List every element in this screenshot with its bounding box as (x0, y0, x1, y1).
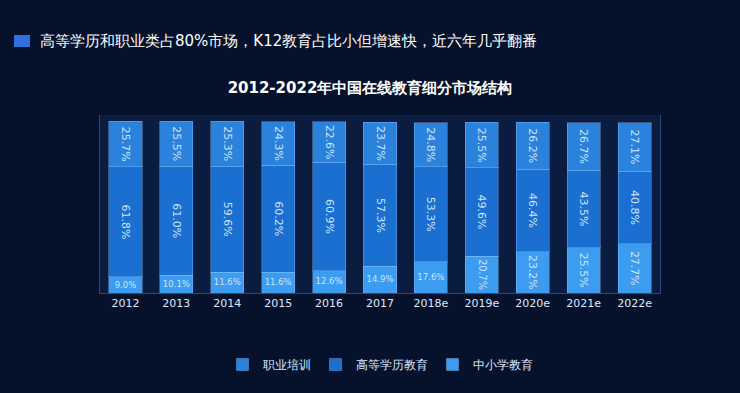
svg-text:61.8%: 61.8% (119, 205, 132, 240)
svg-text:60.9%: 60.9% (323, 199, 336, 234)
svg-text:2018e: 2018e (414, 297, 449, 310)
svg-text:26.2%: 26.2% (526, 128, 539, 163)
svg-text:高等学历教育: 高等学历教育 (356, 358, 428, 372)
svg-text:27.1%: 27.1% (628, 129, 641, 164)
svg-text:43.5%: 43.5% (577, 191, 590, 226)
svg-text:2013: 2013 (162, 297, 190, 310)
svg-text:2017: 2017 (366, 297, 394, 310)
svg-text:60.2%: 60.2% (272, 201, 285, 236)
svg-text:23.2%: 23.2% (526, 255, 539, 290)
svg-text:24.8%: 24.8% (424, 127, 437, 162)
svg-text:2020e: 2020e (515, 297, 550, 310)
svg-text:23.7%: 23.7% (374, 126, 387, 161)
svg-text:高等学历和职业类占80%市场，K12教育占比小但增速快，近六: 高等学历和职业类占80%市场，K12教育占比小但增速快，近六年几乎翻番 (40, 32, 537, 50)
svg-text:25.5%: 25.5% (475, 128, 488, 163)
svg-text:2016: 2016 (315, 297, 343, 310)
svg-text:2022e: 2022e (617, 297, 652, 310)
svg-text:49.6%: 49.6% (475, 195, 488, 230)
svg-text:12.6%: 12.6% (316, 276, 343, 286)
svg-text:2019e: 2019e (464, 297, 499, 310)
svg-text:中小学教育: 中小学教育 (473, 358, 533, 372)
svg-text:61.0%: 61.0% (170, 203, 183, 238)
svg-text:46.4%: 46.4% (526, 193, 539, 228)
svg-text:2014: 2014 (213, 297, 241, 310)
svg-text:14.9%: 14.9% (366, 274, 393, 284)
svg-text:26.7%: 26.7% (577, 129, 590, 164)
svg-text:25.7%: 25.7% (119, 127, 132, 162)
svg-text:9.0%: 9.0% (115, 280, 137, 290)
svg-text:25.3%: 25.3% (221, 126, 234, 161)
svg-text:2015: 2015 (264, 297, 292, 310)
svg-text:10.1%: 10.1% (163, 279, 190, 289)
svg-text:57.3%: 57.3% (374, 198, 387, 233)
svg-text:24.3%: 24.3% (272, 126, 285, 161)
svg-text:40.8%: 40.8% (628, 190, 641, 225)
svg-text:2012-2022年中国在线教育细分市场结构: 2012-2022年中国在线教育细分市场结构 (228, 79, 513, 97)
svg-text:17.6%: 17.6% (417, 272, 444, 282)
svg-text:53.3%: 53.3% (424, 197, 437, 232)
svg-text:11.6%: 11.6% (265, 277, 292, 287)
svg-text:25.5%: 25.5% (170, 126, 183, 161)
svg-text:2012: 2012 (111, 297, 139, 310)
svg-text:20.7%: 20.7% (477, 259, 488, 290)
svg-text:59.6%: 59.6% (221, 202, 234, 237)
svg-text:2021e: 2021e (566, 297, 601, 310)
svg-text:11.6%: 11.6% (214, 277, 241, 287)
svg-text:22.6%: 22.6% (323, 125, 336, 159)
svg-text:27.7%: 27.7% (628, 251, 641, 286)
svg-text:职业培训: 职业培训 (263, 358, 311, 372)
svg-text:25.5%: 25.5% (577, 253, 590, 288)
